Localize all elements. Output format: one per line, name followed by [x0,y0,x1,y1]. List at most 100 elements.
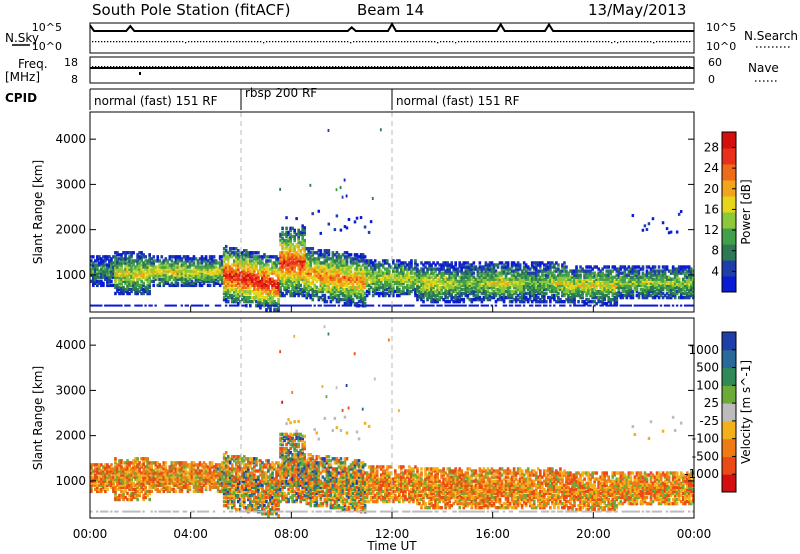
range-gate-cell [212,271,216,275]
range-gate-cell [573,293,576,298]
range-gate-cell [518,281,522,286]
range-gate-cell [464,291,468,296]
range-gate-cell [508,293,512,298]
range-gate-cell [359,259,363,263]
range-gate-cell [142,289,145,294]
range-gate-cell [645,265,649,269]
range-gate-cell [303,232,307,237]
nsearch-dot [137,41,139,43]
range-gate-cell [100,281,103,286]
range-gate-cell [470,271,474,275]
range-gate-cell [224,291,228,296]
range-gate-cell [379,277,383,281]
range-gate-cell [512,271,516,275]
range-gate-cell [152,279,156,283]
range-gate-cell [371,269,375,273]
near-range-cell [329,304,332,307]
range-gate-cell [291,261,294,265]
nsearch-dot [251,41,253,43]
range-gate-cell [540,275,544,279]
near-range-cell [383,304,387,307]
range-gate-cell [432,267,435,271]
nave-dot [110,66,112,68]
range-gate-cell [458,279,462,283]
range-gate-cell [190,259,194,263]
range-gate-cell [631,283,635,288]
range-gate-cell [232,293,236,298]
range-gate-cell [432,273,435,277]
range-gate-cell [665,277,669,281]
range-gate-cell [267,306,270,310]
range-gate-cell [208,271,212,275]
range-gate-cell [245,277,248,281]
range-gate-cell [232,253,236,257]
range-gate-cell [526,277,530,281]
range-gate-cell [597,297,600,302]
range-gate-cell [345,261,349,265]
range-gate-cell [184,261,188,265]
range-gate-cell [631,279,635,283]
range-gate-cell [575,287,578,292]
range-gate-cell [128,287,131,292]
range-gate-cell [176,255,180,259]
range-gate-cell [275,265,278,269]
near-range-cell [599,304,602,307]
nave-dot [350,66,352,68]
range-gate-cell [420,291,423,296]
range-gate-cell [506,267,510,271]
range-gate-cell [549,267,552,271]
range-gate-cell [355,257,359,261]
range-gate-cell [222,289,226,294]
range-gate-cell [478,287,482,292]
range-gate-cell [263,275,266,279]
range-gate-cell [182,265,186,269]
range-gate-cell [613,265,617,269]
range-gate-cell [228,267,232,271]
range-gate-cell [208,255,212,259]
range-gate-cell [281,263,284,267]
range-gate-cell [226,287,230,292]
near-range-cell [98,304,101,307]
range-gate-cell [271,287,274,292]
range-gate-cell [381,277,385,281]
range-gate-cell [502,295,506,300]
range-gate-cell [595,265,598,269]
range-gate-cell [549,299,552,304]
range-gate-cell [327,251,331,255]
range-gate-cell [573,297,576,302]
range-gate-cell [96,271,99,275]
range-gate-cell [333,271,337,275]
range-gate-cell [561,299,564,304]
range-gate-cell [277,259,280,263]
range-gate-cell [251,289,254,294]
range-gate-cell [333,269,337,273]
range-gate-cell [400,261,403,265]
range-gate-cell [301,289,305,294]
range-gate-cell [520,269,524,273]
range-gate-cell [283,261,286,265]
range-gate-cell [228,249,232,253]
range-gate-cell [253,283,256,288]
near-range-cell [637,304,641,307]
nave-dot [380,66,382,68]
range-gate-cell [404,285,407,290]
range-gate-cell [377,283,381,288]
nsearch-dot [194,41,196,43]
range-gate-cell [377,263,381,267]
range-gate-cell [416,271,419,275]
range-gate-cell [516,297,520,302]
nave-dot [170,66,172,68]
range-gate-cell [396,281,399,286]
range-gate-cell [538,287,542,292]
range-gate-cell [351,279,355,283]
near-range-cell [639,304,643,307]
range-gate-cell [283,271,286,275]
range-gate-cell [136,267,139,271]
range-gate-cell [303,263,307,267]
freq-frame [89,56,695,84]
range-gate-cell [96,283,99,288]
range-gate-cell [116,275,119,279]
range-gate-cell [462,275,466,279]
range-gate-cell [426,267,429,271]
